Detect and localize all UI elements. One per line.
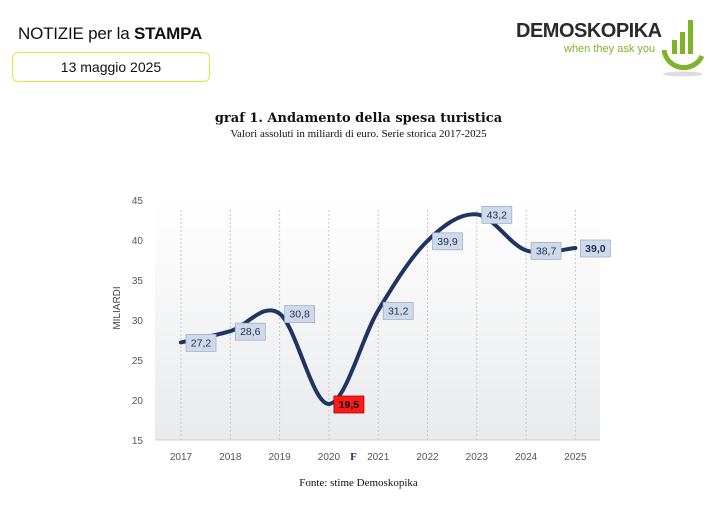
chart-title: graf 1. Andamento della spesa turistica — [214, 111, 503, 126]
data-label: 28,6 — [240, 326, 261, 338]
data-label: 27,2 — [191, 337, 212, 349]
press-release-title: NOTIZIE per la STAMPA — [18, 24, 202, 44]
data-label-box — [530, 241, 562, 260]
title-bold-text: STAMPA — [134, 24, 203, 43]
data-label: 19,5 — [339, 399, 360, 411]
y-tick-label: 20 — [132, 396, 144, 407]
data-label: 30,8 — [289, 309, 310, 321]
logo-bars-icon — [661, 20, 705, 77]
data-label-box — [185, 333, 217, 352]
data-label: 38,7 — [536, 245, 557, 257]
y-tick-label: 45 — [132, 196, 144, 207]
data-label-box — [481, 205, 513, 224]
data-label-box — [234, 322, 266, 341]
data-labels: 27,2 28,6 30,8 19,5 31,2 39,9 43,2 38,7 39,0 — [185, 205, 611, 414]
axes: 2017 2018 2019 2020 2021 2022 2023 2024 20251520… — [132, 196, 600, 463]
data-label: 43,2 — [487, 209, 508, 221]
chart-source: Fonte: stime Demoskopika — [299, 477, 418, 489]
data-label: 31,2 — [388, 305, 409, 317]
data-label: 39,0 — [585, 243, 606, 255]
title-regular-text: NOTIZIE per la — [18, 24, 135, 43]
y-tick-label: 25 — [132, 356, 144, 367]
plot-area — [155, 200, 600, 440]
highlight-label-box — [333, 395, 365, 414]
x-tick-label: 2025 — [564, 452, 587, 463]
data-label-box — [382, 301, 414, 320]
logo-tagline: when they ask you — [564, 43, 656, 55]
data-label-box — [432, 232, 463, 251]
x-tick-label: 2024 — [515, 452, 538, 463]
x-tick-label: 2019 — [268, 452, 291, 463]
y-axis-label: MILIARDI — [112, 286, 123, 329]
x-tick-label: 2022 — [416, 452, 439, 463]
release-date-box: 13 maggio 2025 — [12, 52, 210, 82]
x-tick-label: 2017 — [170, 452, 193, 463]
chart-subtitle: Valori assoluti in miliardi di euro. Ser… — [230, 128, 487, 140]
forecast-annotation: F — [350, 451, 357, 463]
data-label-box — [580, 239, 611, 258]
x-tick-label: 2020 — [318, 452, 341, 463]
demoskopika-logo: DEMOSKOPIKA when they ask you — [516, 16, 706, 77]
y-tick-label: 35 — [132, 276, 144, 287]
release-date: 13 maggio 2025 — [60, 59, 162, 75]
logo-name: DEMOSKOPIKA — [516, 20, 662, 42]
x-tick-label: 2023 — [466, 452, 489, 463]
y-tick-label: 30 — [132, 316, 144, 327]
series-line — [179, 212, 578, 407]
y-tick-label: 15 — [132, 436, 144, 447]
data-label: 39,9 — [437, 236, 458, 248]
x-tick-label: 2021 — [367, 452, 390, 463]
y-tick-label: 40 — [132, 236, 144, 247]
x-tick-label: 2018 — [219, 452, 242, 463]
data-label-box — [284, 305, 316, 324]
